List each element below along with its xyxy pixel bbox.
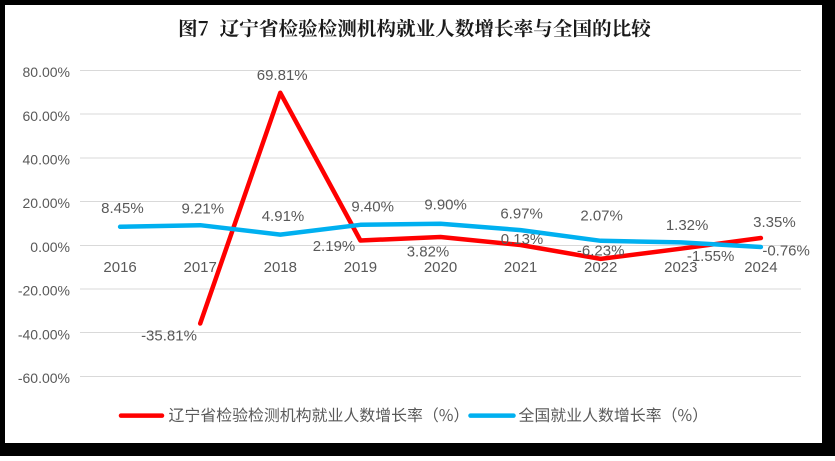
svg-text:3.82%: 3.82% [407,243,450,260]
svg-text:9.40%: 9.40% [351,199,394,216]
svg-text:0.13%: 0.13% [501,231,544,248]
svg-text:-6.23%: -6.23% [577,243,625,260]
svg-text:-60.00%: -60.00% [18,370,70,386]
svg-text:60.00%: 60.00% [23,108,70,124]
svg-text:2024: 2024 [744,259,777,276]
svg-text:-35.81%: -35.81% [141,327,197,344]
svg-text:20.00%: 20.00% [23,195,70,211]
svg-text:-20.00%: -20.00% [18,283,70,299]
svg-text:0.00%: 0.00% [30,239,70,255]
svg-text:40.00%: 40.00% [23,152,70,168]
svg-text:2023: 2023 [664,259,697,276]
svg-text:9.21%: 9.21% [182,201,225,218]
svg-text:2022: 2022 [584,259,617,276]
svg-text:2016: 2016 [103,259,136,276]
svg-text:2017: 2017 [184,259,217,276]
svg-text:2.07%: 2.07% [580,207,623,224]
svg-text:-40.00%: -40.00% [18,326,70,342]
svg-text:9.90%: 9.90% [424,196,467,213]
svg-text:2020: 2020 [424,259,457,276]
svg-text:80.00%: 80.00% [23,64,70,80]
svg-text:2019: 2019 [344,259,377,276]
svg-text:2018: 2018 [264,259,297,276]
svg-text:69.81%: 69.81% [257,67,308,84]
svg-text:2021: 2021 [504,259,537,276]
svg-text:3.35%: 3.35% [753,214,796,231]
svg-text:8.45%: 8.45% [101,200,144,217]
svg-text:2.19%: 2.19% [313,238,356,255]
svg-text:4.91%: 4.91% [262,208,305,225]
svg-text:-0.76%: -0.76% [762,243,810,260]
svg-text:-1.55%: -1.55% [687,248,735,265]
svg-text:1.32%: 1.32% [666,217,709,234]
svg-text:6.97%: 6.97% [500,206,543,223]
